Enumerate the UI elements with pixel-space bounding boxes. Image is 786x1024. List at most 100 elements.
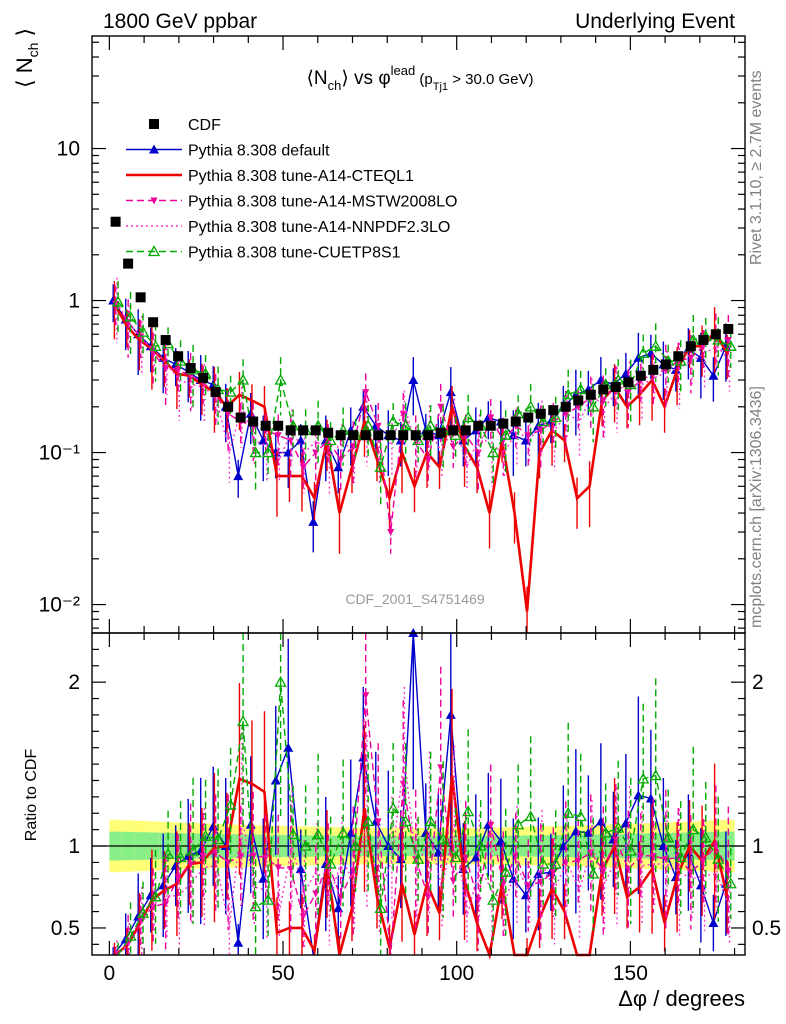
series-2-point — [487, 414, 495, 422]
cdf-data-point — [135, 292, 146, 303]
cdf-data-point — [110, 216, 121, 227]
series-4-point — [111, 295, 125, 307]
cdf-data-point — [260, 420, 271, 431]
x-tick-label: 150 — [613, 962, 648, 985]
ratio-tick-label-right: 1 — [752, 835, 764, 858]
series-4-ratio-point — [136, 906, 150, 918]
cdf-data-point — [723, 323, 734, 334]
cdf-data-point — [160, 335, 171, 346]
cdf-data-point — [585, 389, 596, 400]
cdf-data-point — [385, 430, 396, 441]
legend-label: Pythia 8.308 tune-CUETP8S1 — [188, 245, 401, 262]
series-4-ratio-point — [499, 865, 512, 877]
series-4-point — [487, 446, 500, 458]
legend-swatch-marker — [150, 197, 158, 205]
series-2-ratio-point — [599, 867, 607, 875]
series-4-ratio-point — [724, 877, 737, 889]
series-4-main — [111, 281, 737, 508]
series-2-point — [299, 464, 307, 472]
series-4-point — [399, 419, 412, 431]
series-2-ratio-point — [724, 867, 732, 875]
y-tick-label: 10⁻² — [39, 594, 80, 617]
cdf-data-point — [210, 387, 221, 398]
series-4-ratio-point — [562, 806, 575, 818]
series-4-ratio-point — [399, 815, 412, 827]
cdf-data-point — [273, 420, 284, 431]
cdf-data-point — [535, 408, 546, 419]
cdf-data-point — [473, 420, 484, 431]
series-4-point — [499, 428, 512, 440]
x-tick-label: 50 — [271, 962, 294, 985]
cdf-data-point — [185, 362, 196, 373]
cdf-data-point — [435, 427, 446, 438]
cdf-data-point — [610, 381, 621, 392]
series-1-line — [113, 303, 729, 612]
series-4-point — [424, 419, 437, 431]
series-2-ratio-point — [162, 900, 170, 908]
series-0-point — [408, 375, 419, 385]
series-4-ratio-point — [374, 901, 387, 913]
series-4-ratio-point — [662, 831, 675, 843]
ratio-tick-label-right: 2 — [752, 671, 764, 694]
series-4-ratio-point — [324, 857, 337, 869]
ratio-tick-label: 0.5 — [51, 917, 80, 940]
cdf-data-point — [460, 425, 471, 436]
series-4-ratio-point — [674, 851, 687, 863]
series-2-main — [112, 285, 732, 554]
cdf-data-point — [510, 416, 521, 427]
series-1-ratio-line — [113, 775, 729, 960]
series-4-point — [649, 339, 662, 351]
series-4-ratio-point — [199, 829, 212, 841]
cdf-data-point — [360, 430, 371, 441]
legend-item-1: Pythia 8.308 default — [126, 143, 330, 160]
legend-label: Pythia 8.308 tune-A14-CTEQL1 — [188, 168, 414, 185]
ratio-tick-label-right: 0.5 — [752, 917, 781, 940]
series-4-ratio-point — [349, 839, 362, 851]
series-4-point — [462, 411, 475, 423]
legend-label: Pythia 8.308 tune-A14-NNPDF2.3LO — [188, 219, 450, 236]
cdf-data-point — [373, 430, 384, 441]
series-4-point — [124, 310, 137, 322]
series-4-point — [362, 419, 375, 431]
cdf-data-point — [635, 370, 646, 381]
series-4-ratio-point — [699, 831, 712, 843]
cdf-data-point — [573, 395, 584, 406]
ratio-axis-label: Ratio to CDF — [23, 749, 40, 842]
ratio-tick-label: 1 — [68, 835, 80, 858]
cdf-data-point — [560, 401, 571, 412]
legend-item-4: Pythia 8.308 tune-A14-NNPDF2.3LO — [126, 219, 450, 236]
series-4-ratio-point — [261, 893, 275, 905]
y-axis-label: ⟨ Nch ⟩ — [12, 28, 41, 88]
cdf-data-point — [398, 430, 409, 441]
cdf-data-point — [148, 317, 159, 328]
series-0-ratio-point — [283, 742, 294, 752]
x-tick-label: 0 — [104, 962, 116, 985]
series-4-ratio-point — [124, 929, 137, 941]
data-layer — [110, 216, 734, 441]
frame-layer: 0 50 100 150 10⁻² 10⁻¹ 1 10 0.5 0.5 1 1 2 2 — [39, 35, 781, 985]
series-0-ratio-point — [445, 709, 456, 719]
legend-item-2: Pythia 8.308 tune-A14-CTEQL1 — [126, 168, 414, 185]
y-tick-label: 10⁻¹ — [39, 442, 80, 465]
series-2-point — [387, 529, 395, 537]
cdf-data-point — [710, 329, 721, 340]
series-4-ratio-point — [287, 828, 300, 840]
cdf-data-point — [598, 384, 609, 395]
mcplots-label: mcplots.cern.ch [arXiv:1306.3436] — [748, 386, 765, 628]
legend-item-0: CDF — [149, 117, 221, 134]
series-4-ratio-point — [337, 826, 350, 838]
series-4-ratio-point — [412, 852, 425, 864]
cdf-data-point — [685, 341, 696, 352]
series-2-line — [115, 303, 729, 533]
series-4-ratio-point — [462, 805, 475, 817]
series-4-point — [374, 460, 387, 472]
series-4-ratio-point — [312, 828, 325, 840]
cdf-data-point — [235, 412, 246, 423]
legend-swatch-marker — [149, 119, 159, 129]
legend-label: Pythia 8.308 tune-A14-MSTW2008LO — [188, 194, 457, 211]
series-4-ratio-line — [117, 682, 732, 956]
cdf-data-point — [123, 258, 134, 269]
series-4-ratio-point — [249, 900, 262, 912]
series-4-ratio-point — [524, 810, 537, 822]
